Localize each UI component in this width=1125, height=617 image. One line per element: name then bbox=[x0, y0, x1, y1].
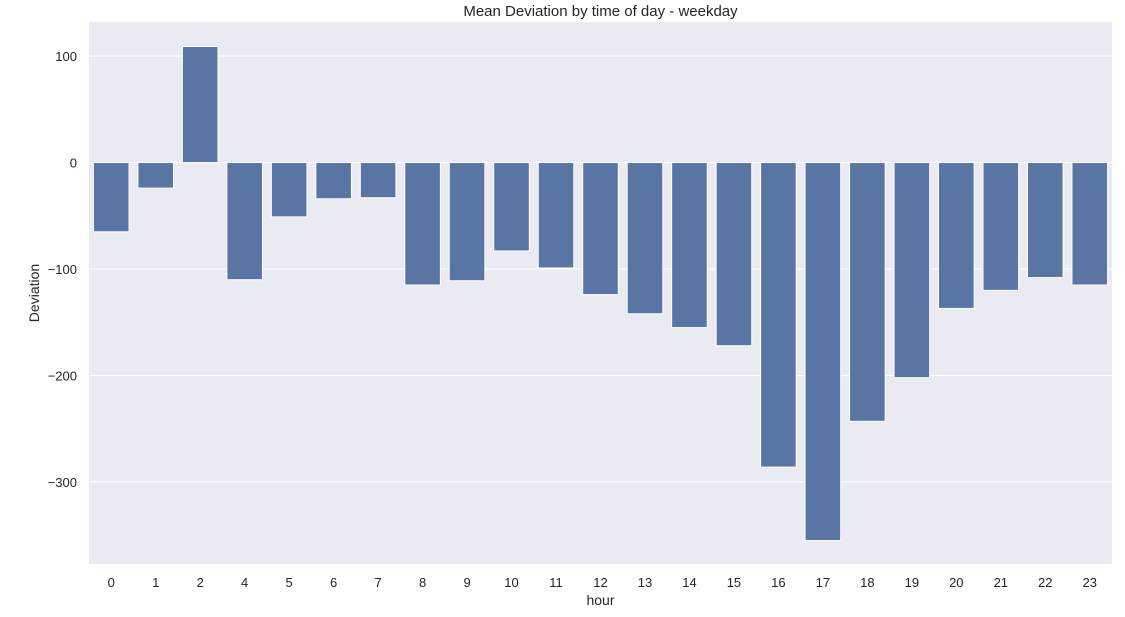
x-tick-label: 23 bbox=[1083, 575, 1097, 590]
x-tick-label: 18 bbox=[860, 575, 874, 590]
x-tick-label: 0 bbox=[108, 575, 115, 590]
bar-hour-6 bbox=[315, 162, 352, 200]
bar-hour-11 bbox=[537, 162, 575, 269]
bar-hour-21 bbox=[982, 162, 1020, 291]
bar-hour-8 bbox=[404, 162, 441, 286]
bar-hour-9 bbox=[448, 162, 486, 282]
x-tick-label: 6 bbox=[330, 575, 337, 590]
y-tick-label: −200 bbox=[48, 369, 77, 384]
chart-title: Mean Deviation by time of day - weekday bbox=[463, 3, 738, 20]
x-tick-label: 14 bbox=[682, 575, 696, 590]
bars bbox=[92, 45, 1109, 542]
bar-hour-10 bbox=[493, 162, 530, 252]
bar-hour-23 bbox=[1071, 162, 1109, 286]
y-tick-label: −300 bbox=[48, 475, 77, 490]
bar-hour-12 bbox=[582, 162, 619, 296]
x-tick-label: 13 bbox=[638, 575, 652, 590]
bar-hour-0 bbox=[92, 162, 130, 233]
x-tick-label: 11 bbox=[549, 575, 563, 590]
x-tick-label: 9 bbox=[463, 575, 470, 590]
bar-hour-20 bbox=[938, 162, 975, 309]
x-tick-label: 1 bbox=[152, 575, 159, 590]
x-tick-label: 10 bbox=[504, 575, 518, 590]
bar-hour-2 bbox=[181, 45, 219, 164]
x-tick-labels: 0 1 2 4 5 6 7 8 9 10 11 12 13 14 15 16 17 18 19 20 21 22 23 bbox=[108, 575, 1097, 590]
x-tick-label: 2 bbox=[197, 575, 204, 590]
x-tick-label: 15 bbox=[727, 575, 741, 590]
x-tick-label: 7 bbox=[374, 575, 381, 590]
bar-hour-1 bbox=[137, 162, 175, 189]
bar-hour-16 bbox=[760, 162, 797, 468]
x-tick-label: 12 bbox=[593, 575, 607, 590]
x-tick-label: 17 bbox=[816, 575, 830, 590]
y-tick-label: 100 bbox=[55, 49, 77, 64]
y-axis-label: Deviation bbox=[26, 264, 42, 322]
x-tick-label: 20 bbox=[949, 575, 963, 590]
x-tick-label: 19 bbox=[905, 575, 919, 590]
x-tick-label: 22 bbox=[1038, 575, 1052, 590]
y-tick-labels: 100 0 −100 −200 −300 bbox=[48, 49, 77, 490]
bar-hour-17 bbox=[804, 162, 842, 542]
bar-hour-18 bbox=[849, 162, 886, 422]
bar-hour-13 bbox=[626, 162, 664, 315]
x-tick-label: 8 bbox=[419, 575, 426, 590]
x-tick-label: 21 bbox=[994, 575, 1008, 590]
bar-hour-4 bbox=[226, 162, 263, 281]
x-tick-label: 16 bbox=[771, 575, 785, 590]
bar-hour-15 bbox=[715, 162, 753, 347]
x-tick-label: 4 bbox=[241, 575, 248, 590]
bar-hour-22 bbox=[1026, 162, 1064, 279]
bar-hour-5 bbox=[270, 162, 308, 218]
bar-hour-19 bbox=[893, 162, 931, 379]
x-axis-label: hour bbox=[586, 592, 614, 608]
bar-hour-14 bbox=[671, 162, 708, 329]
y-tick-label: 0 bbox=[70, 156, 77, 171]
x-tick-label: 5 bbox=[286, 575, 293, 590]
y-tick-label: −100 bbox=[48, 262, 77, 277]
bar-hour-7 bbox=[359, 162, 397, 199]
